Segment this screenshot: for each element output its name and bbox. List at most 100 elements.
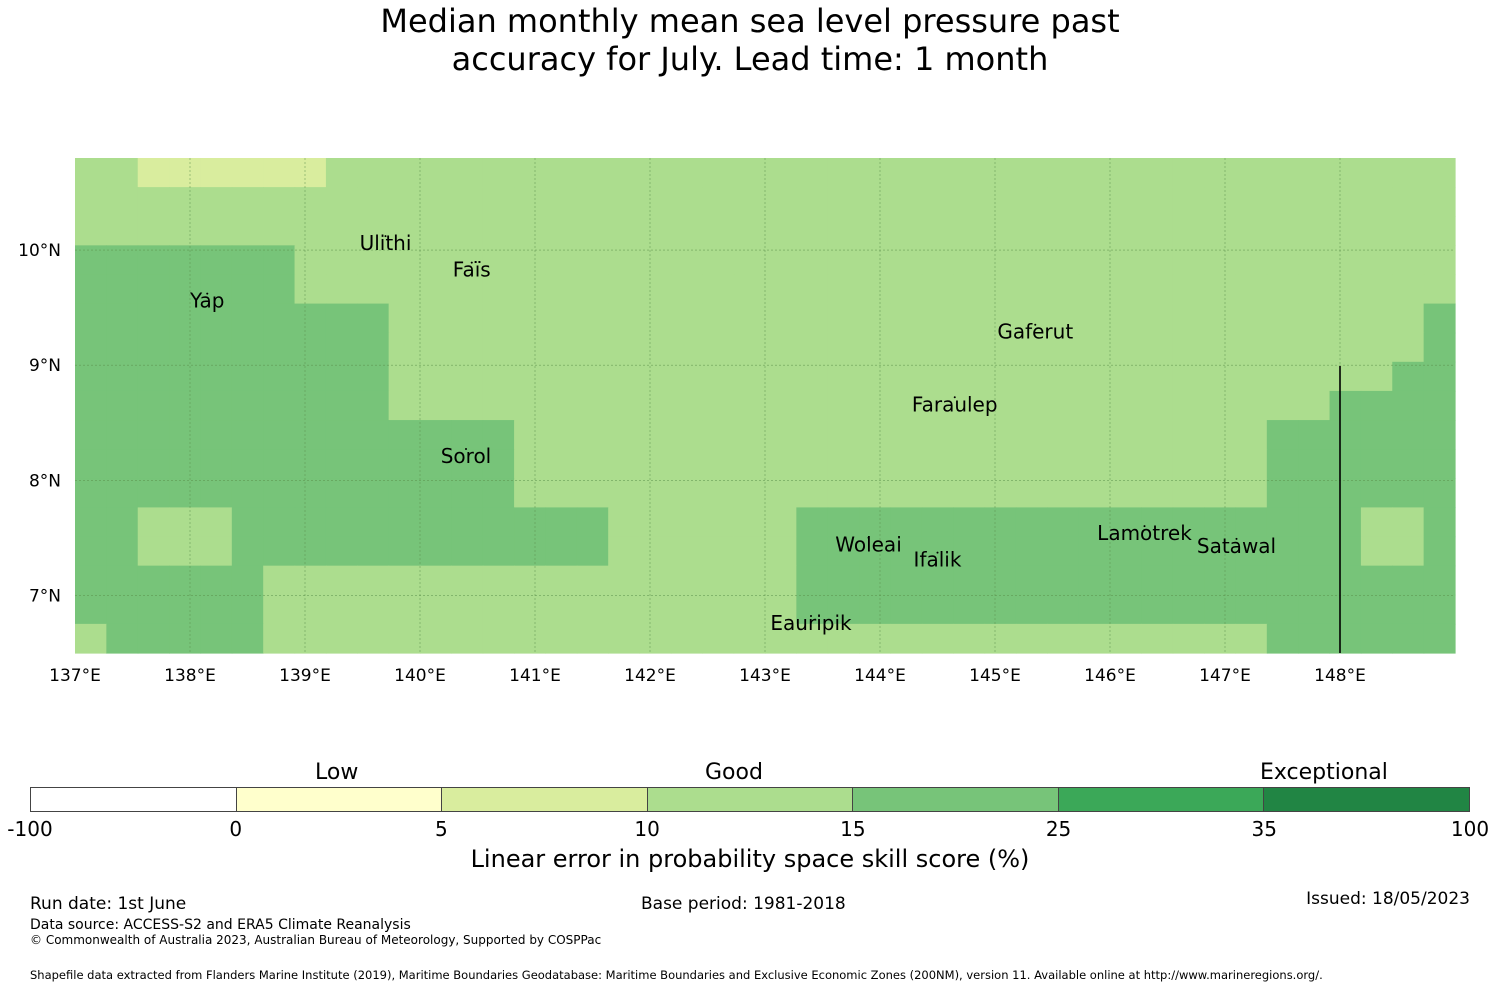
skill-cell	[890, 623, 923, 654]
skill-cell	[1360, 565, 1393, 596]
skill-cell	[137, 216, 170, 246]
skill-cell	[1266, 565, 1299, 596]
skill-cell	[137, 594, 170, 625]
skill-cell	[1423, 565, 1456, 596]
skill-cell	[1141, 623, 1174, 654]
skill-cell	[482, 216, 515, 246]
skill-cell	[639, 332, 672, 363]
skill-cell	[1423, 274, 1456, 305]
skill-cell	[545, 507, 578, 538]
skill-cell	[608, 274, 641, 305]
skill-cell	[984, 478, 1017, 509]
skill-cell	[1360, 449, 1393, 479]
skill-cell	[482, 449, 515, 479]
skill-cell	[514, 274, 547, 305]
skill-cell	[294, 187, 327, 217]
skill-cell	[796, 623, 829, 654]
skill-cell	[639, 390, 672, 421]
skill-cell	[1329, 303, 1362, 334]
shapefile-credit: Shapefile data extracted from Flanders M…	[30, 968, 1323, 982]
skill-cell	[859, 303, 892, 334]
skill-cell	[765, 274, 797, 305]
skill-cell	[827, 478, 860, 509]
skill-cell	[576, 158, 609, 188]
skill-cell	[921, 187, 954, 217]
longitude-ticks: 137°E 138°E 139°E 140°E 141°E 142°E 143°E 144°E…	[49, 666, 1366, 686]
skill-cell	[420, 594, 452, 625]
skill-cell	[827, 187, 860, 217]
skill-cell	[1047, 449, 1080, 479]
skill-cell	[106, 361, 139, 392]
skill-cell	[106, 507, 139, 538]
skill-cell	[1015, 303, 1048, 334]
skill-cell	[859, 332, 892, 363]
skill-cell	[200, 390, 233, 421]
skill-cell	[1235, 274, 1268, 305]
skill-cell	[137, 187, 170, 217]
skill-cell	[514, 361, 547, 392]
skill-cell	[545, 361, 578, 392]
skill-cell	[1423, 507, 1456, 538]
skill-cell	[1392, 507, 1425, 538]
skill-cell	[1392, 536, 1425, 567]
x-tick-label: 140°E	[394, 666, 446, 686]
skill-cell	[953, 478, 986, 509]
skill-cell	[827, 216, 860, 246]
skill-cell	[1298, 361, 1331, 392]
skill-cell	[1423, 303, 1456, 334]
skill-cell	[953, 303, 986, 334]
skill-cell	[231, 274, 264, 305]
skill-cell	[1235, 536, 1268, 567]
skill-cell	[263, 361, 296, 392]
skill-cell	[921, 158, 954, 188]
island-marker	[810, 614, 812, 617]
skill-cell	[702, 565, 735, 596]
skill-cell	[765, 565, 797, 596]
skill-cell	[765, 507, 797, 538]
skill-cell	[1047, 565, 1080, 596]
island-marker	[1034, 323, 1037, 326]
skill-cell	[106, 303, 139, 334]
skill-cell	[1266, 623, 1299, 654]
skill-cell	[325, 420, 358, 450]
skill-cell	[984, 507, 1017, 538]
skill-cell	[859, 420, 892, 450]
skill-cell	[514, 536, 547, 567]
skill-cell	[1141, 420, 1174, 450]
skill-cell	[670, 158, 703, 188]
skill-cell	[75, 594, 107, 625]
skill-cell	[1235, 390, 1268, 421]
skill-cell	[733, 274, 766, 305]
skill-cell	[639, 361, 672, 392]
colorbar-tick-label: 15	[840, 817, 866, 841]
skill-cell	[984, 536, 1017, 567]
skill-cell	[827, 420, 860, 450]
skill-cell	[796, 361, 829, 392]
skill-cell	[670, 361, 703, 392]
skill-cell	[1423, 594, 1456, 625]
skill-cell	[639, 594, 672, 625]
skill-cell	[514, 623, 547, 654]
skill-cell	[1204, 361, 1237, 392]
skill-cell	[482, 390, 515, 421]
skill-cell	[796, 187, 829, 217]
skill-cell	[169, 303, 202, 334]
colorbar-segment	[1264, 788, 1470, 811]
skill-cell	[984, 565, 1017, 596]
skill-cell	[733, 594, 766, 625]
skill-cell	[451, 449, 484, 479]
skill-cell	[294, 158, 327, 188]
island-label: Gaferut	[997, 320, 1073, 344]
skill-cell	[263, 449, 296, 479]
skill-cell	[890, 420, 923, 450]
skill-cell	[231, 594, 264, 625]
skill-cell	[106, 536, 139, 567]
skill-cell	[1329, 420, 1362, 450]
skill-cell	[765, 594, 797, 625]
skill-cell	[1141, 303, 1174, 334]
skill-cell	[1266, 478, 1299, 509]
skill-cell	[388, 594, 421, 625]
skill-cell	[357, 623, 390, 654]
skill-cell	[859, 274, 892, 305]
skill-cell	[357, 507, 390, 538]
